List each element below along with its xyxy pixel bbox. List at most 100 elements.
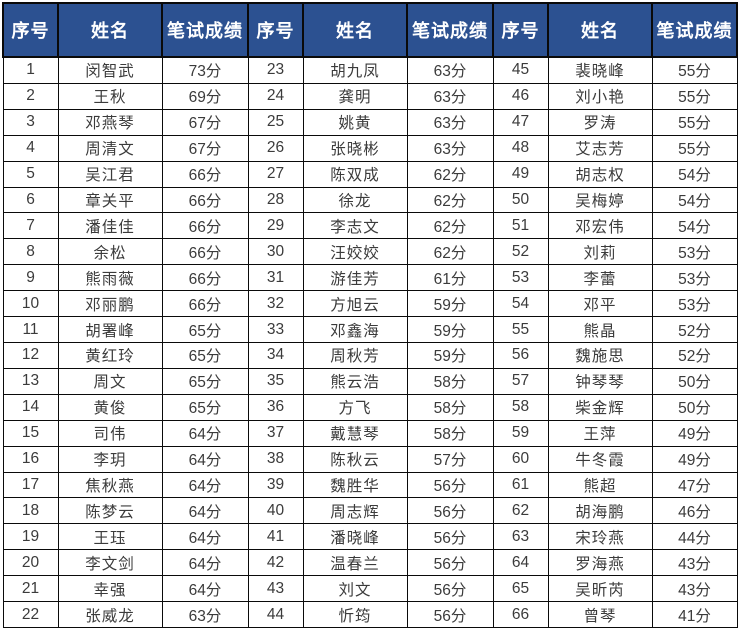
seq-cell: 60 [492, 445, 549, 473]
name-cell: 王珏 [57, 523, 163, 551]
seq-cell: 20 [2, 549, 59, 577]
seq-cell: 10 [2, 290, 59, 318]
score-cell: 66分 [161, 160, 249, 188]
table-row: 4 周清文 67分 26 张晓彬 63分 48 艾志芳 55分 [2, 134, 738, 162]
score-cell: 64分 [161, 575, 249, 603]
seq-cell: 51 [492, 212, 549, 240]
name-cell: 周文 [57, 367, 163, 395]
score-cell: 43分 [651, 549, 738, 577]
score-cell: 63分 [406, 108, 494, 136]
seq-cell: 53 [492, 264, 549, 292]
name-cell: 邓燕琴 [57, 108, 163, 136]
score-cell: 55分 [651, 82, 738, 110]
seq-cell: 27 [247, 160, 304, 188]
score-cell: 62分 [406, 238, 494, 266]
seq-cell: 23 [247, 56, 304, 84]
name-cell: 周秋芳 [302, 341, 408, 369]
header-cell-name-2: 姓名 [302, 2, 408, 58]
seq-cell: 59 [492, 419, 549, 447]
name-cell: 刘文 [302, 575, 408, 603]
seq-cell: 46 [492, 82, 549, 110]
table-body: 1 闵智武 73分 23 胡九凤 63分 45 裴晓峰 55分 2 王秋 69分 24 龚明 63分 46 刘小… [2, 56, 738, 628]
score-cell: 55分 [651, 108, 738, 136]
name-cell: 胡九凤 [302, 56, 408, 84]
name-cell: 陈双成 [302, 160, 408, 188]
name-cell: 胡志权 [547, 160, 653, 188]
table-row: 19 王珏 64分 41 潘晓峰 56分 63 宋玲燕 44分 [2, 523, 738, 551]
name-cell: 钟琴琴 [547, 367, 653, 395]
score-cell: 43分 [651, 575, 738, 603]
score-cell: 64分 [161, 419, 249, 447]
score-cell: 67分 [161, 134, 249, 162]
score-cell: 63分 [406, 134, 494, 162]
table-row: 10 邓丽鹏 66分 32 方旭云 59分 54 邓平 53分 [2, 290, 738, 318]
seq-cell: 56 [492, 341, 549, 369]
seq-cell: 49 [492, 160, 549, 188]
seq-cell: 38 [247, 445, 304, 473]
name-cell: 熊雨薇 [57, 264, 163, 292]
name-cell: 吴昕芮 [547, 575, 653, 603]
seq-cell: 48 [492, 134, 549, 162]
score-cell: 47分 [651, 471, 738, 499]
seq-cell: 18 [2, 497, 59, 525]
seq-cell: 8 [2, 238, 59, 266]
seq-cell: 11 [2, 316, 59, 343]
seq-cell: 57 [492, 367, 549, 395]
name-cell: 李蕾 [547, 264, 653, 292]
score-cell: 73分 [161, 56, 249, 84]
seq-cell: 61 [492, 471, 549, 499]
score-cell: 66分 [161, 290, 249, 318]
header-cell-score-1: 笔试成绩 [161, 2, 249, 58]
header-cell-name-1: 姓名 [57, 2, 163, 58]
seq-cell: 19 [2, 523, 59, 551]
name-cell: 王萍 [547, 419, 653, 447]
score-cell: 46分 [651, 497, 738, 525]
seq-cell: 6 [2, 186, 59, 214]
seq-cell: 44 [247, 601, 304, 628]
score-cell: 50分 [651, 367, 738, 395]
name-cell: 黄俊 [57, 393, 163, 421]
header-cell-seq-2: 序号 [247, 2, 304, 58]
name-cell: 张威龙 [57, 601, 163, 628]
name-cell: 熊超 [547, 471, 653, 499]
table-row: 21 幸强 64分 43 刘文 56分 65 吴昕芮 43分 [2, 575, 738, 603]
seq-cell: 45 [492, 56, 549, 84]
name-cell: 周清文 [57, 134, 163, 162]
score-cell: 66分 [161, 212, 249, 240]
table-row: 8 余松 66分 30 汪姣姣 62分 52 刘莉 53分 [2, 238, 738, 266]
seq-cell: 26 [247, 134, 304, 162]
table-row: 2 王秋 69分 24 龚明 63分 46 刘小艳 55分 [2, 82, 738, 110]
score-cell: 69分 [161, 82, 249, 110]
seq-cell: 1 [2, 56, 59, 84]
name-cell: 牛冬霞 [547, 445, 653, 473]
seq-cell: 17 [2, 471, 59, 499]
table-row: 17 焦秋燕 64分 39 魏胜华 56分 61 熊超 47分 [2, 471, 738, 499]
seq-cell: 9 [2, 264, 59, 292]
name-cell: 陈秋云 [302, 445, 408, 473]
score-cell: 65分 [161, 341, 249, 369]
seq-cell: 16 [2, 445, 59, 473]
seq-cell: 63 [492, 523, 549, 551]
name-cell: 陈梦云 [57, 497, 163, 525]
seq-cell: 24 [247, 82, 304, 110]
seq-cell: 22 [2, 601, 59, 628]
score-cell: 49分 [651, 419, 738, 447]
name-cell: 忻筠 [302, 601, 408, 628]
table-row: 16 李玥 64分 38 陈秋云 57分 60 牛冬霞 49分 [2, 445, 738, 473]
name-cell: 魏施思 [547, 341, 653, 369]
score-cell: 66分 [161, 238, 249, 266]
name-cell: 游佳芳 [302, 264, 408, 292]
score-cell: 52分 [651, 341, 738, 369]
score-cell: 50分 [651, 393, 738, 421]
name-cell: 邓宏伟 [547, 212, 653, 240]
name-cell: 罗涛 [547, 108, 653, 136]
score-cell: 63分 [406, 56, 494, 84]
score-cell: 53分 [651, 264, 738, 292]
seq-cell: 64 [492, 549, 549, 577]
seq-cell: 7 [2, 212, 59, 240]
seq-cell: 35 [247, 367, 304, 395]
name-cell: 刘小艳 [547, 82, 653, 110]
score-cell: 56分 [406, 601, 494, 628]
score-cell: 67分 [161, 108, 249, 136]
